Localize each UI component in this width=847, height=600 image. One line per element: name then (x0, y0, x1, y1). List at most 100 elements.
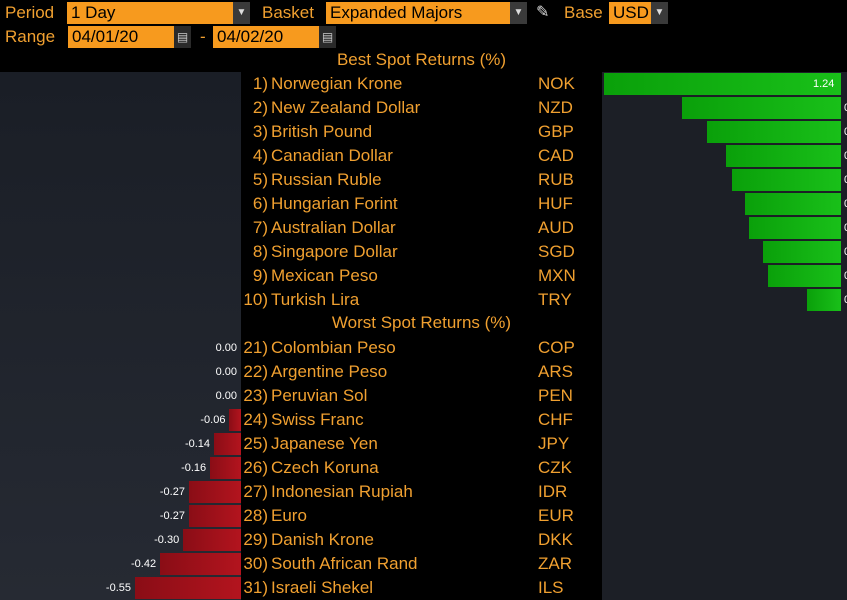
base-select[interactable]: USD (609, 2, 651, 24)
calendar-icon[interactable]: ▤ (174, 26, 191, 48)
bar-value-label: -0.16 (181, 462, 207, 474)
bar-value-label: 0.38 (844, 265, 847, 287)
bar-value-label: 0.18 (844, 289, 847, 311)
positive-bar (745, 193, 841, 215)
table-row[interactable]: 2) New Zealand Dollar NZD (241, 96, 602, 120)
bar-value-label: 0.00 (215, 366, 237, 378)
table-row[interactable]: 26) Czech Koruna CZK (241, 456, 602, 480)
range-end-input[interactable]: 04/02/20 (213, 26, 319, 48)
currency-code: GBP (538, 122, 574, 141)
currency-code: SGD (538, 242, 575, 261)
table-row[interactable]: 10) Turkish Lira TRY (241, 288, 602, 312)
row-rank: 9) (252, 266, 268, 285)
row-rank: 5) (252, 170, 268, 189)
basket-dropdown-icon[interactable]: ▼ (510, 2, 527, 24)
pencil-icon[interactable]: ✎ (536, 4, 550, 21)
basket-select[interactable]: Expanded Majors (326, 2, 510, 24)
table-row[interactable]: 27) Indonesian Rupiah IDR (241, 480, 602, 504)
row-rank: 30) (243, 554, 268, 573)
table-row[interactable]: 30) South African Rand ZAR (241, 552, 602, 576)
currency-code: AUD (538, 218, 574, 237)
row-rank: 21) (243, 338, 268, 357)
bar-value-label: -0.14 (184, 438, 211, 450)
base-label: Base (564, 3, 603, 22)
bar-value-label: 0.00 (215, 342, 237, 354)
currency-name: Singapore Dollar (271, 242, 398, 261)
toolbar: Period 1 Day ▼ Basket Expanded Majors ▼ … (0, 0, 847, 50)
currency-name: Canadian Dollar (271, 146, 393, 165)
table-row[interactable]: 28) Euro EUR (241, 504, 602, 528)
row-rank: 28) (243, 506, 268, 525)
table-row[interactable]: 23) Peruvian Sol PEN (241, 384, 602, 408)
negative-bar (135, 577, 241, 599)
row-rank: 29) (243, 530, 268, 549)
base-dropdown-icon[interactable]: ▼ (651, 2, 668, 24)
table-row[interactable]: 1) Norwegian Krone NOK (241, 72, 602, 96)
row-rank: 26) (243, 458, 268, 477)
currency-code: PEN (538, 386, 573, 405)
currency-name: British Pound (271, 122, 373, 141)
currency-name: Argentine Peso (271, 362, 388, 381)
bar-value-label: -0.06 (200, 414, 226, 426)
positive-bar (682, 97, 841, 119)
table-row[interactable]: 9) Mexican Peso MXN (241, 264, 602, 288)
calendar-icon[interactable]: ▤ (319, 26, 336, 48)
range-label: Range (5, 27, 56, 46)
negative-bar (160, 553, 241, 575)
period-dropdown-icon[interactable]: ▼ (233, 2, 250, 24)
bar-value-label: 0.60 (844, 145, 847, 167)
row-rank: 4) (252, 146, 268, 165)
currency-name: Peruvian Sol (271, 386, 368, 405)
row-rank: 7) (252, 218, 268, 237)
period-select[interactable]: 1 Day (67, 2, 233, 24)
bar-value-label: 0.83 (844, 97, 847, 119)
negative-bar (214, 433, 241, 455)
table-row[interactable]: 8) Singapore Dollar SGD (241, 240, 602, 264)
row-rank: 8) (252, 242, 268, 261)
table-row[interactable]: 31) Israeli Shekel ILS (241, 576, 602, 600)
bar-value-label: 0.00 (215, 390, 237, 402)
bar-value-label: -0.27 (159, 486, 185, 498)
currency-code: HUF (538, 194, 573, 213)
currency-code: TRY (538, 290, 572, 309)
negative-bar (183, 529, 241, 551)
table-row[interactable]: 24) Swiss Franc CHF (241, 408, 602, 432)
table-row[interactable]: 22) Argentine Peso ARS (241, 360, 602, 384)
bar-value-label: -0.30 (154, 534, 180, 546)
currency-code: NOK (538, 74, 575, 93)
negative-bar (210, 457, 241, 479)
table-row[interactable]: 5) Russian Ruble RUB (241, 168, 602, 192)
currency-name: Hungarian Forint (271, 194, 398, 213)
currency-code: CZK (538, 458, 572, 477)
bar-value-label: 0.41 (844, 241, 847, 263)
positive-bar (707, 121, 841, 143)
table-row[interactable]: 21) Colombian Peso COP (241, 336, 602, 360)
currency-name: Euro (271, 506, 307, 525)
currency-code: NZD (538, 98, 573, 117)
table-row[interactable]: 7) Australian Dollar AUD (241, 216, 602, 240)
negative-bar (188, 481, 241, 503)
positive-bar (604, 73, 841, 95)
currency-code: ILS (538, 578, 564, 597)
table-row[interactable]: 29) Danish Krone DKK (241, 528, 602, 552)
table-row[interactable]: 4) Canadian Dollar CAD (241, 144, 602, 168)
row-rank: 1) (252, 74, 268, 93)
table-row[interactable]: 3) British Pound GBP (241, 120, 602, 144)
currency-name: Colombian Peso (271, 338, 396, 357)
negative-bar (188, 505, 241, 527)
basket-label: Basket (262, 3, 314, 22)
currency-name: Indonesian Rupiah (271, 482, 413, 501)
bar-value-label: -0.27 (159, 510, 185, 522)
positive-bar (732, 169, 841, 191)
table-row[interactable]: 25) Japanese Yen JPY (241, 432, 602, 456)
best-returns-title: Best Spot Returns (%) (336, 50, 507, 69)
currency-name: Czech Koruna (271, 458, 379, 477)
positive-bar (762, 241, 841, 263)
currency-name: Russian Ruble (271, 170, 382, 189)
range-start-input[interactable]: 04/01/20 (68, 26, 174, 48)
currency-name: Israeli Shekel (271, 578, 374, 597)
currency-code: JPY (538, 434, 570, 453)
currency-code: ZAR (538, 554, 572, 573)
bar-value-label: 0.57 (844, 169, 847, 191)
table-row[interactable]: 6) Hungarian Forint HUF (241, 192, 602, 216)
